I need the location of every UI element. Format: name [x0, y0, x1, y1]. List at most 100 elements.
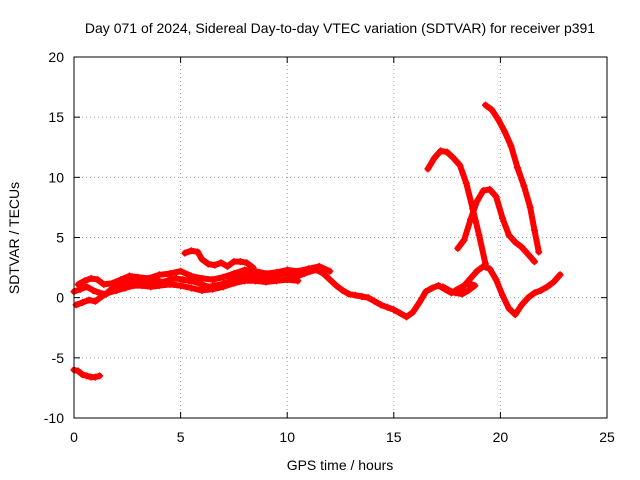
- y-tick-label: 0: [56, 290, 64, 306]
- data-point: [181, 249, 189, 257]
- data-point: [198, 255, 206, 263]
- x-tick-label: 10: [279, 429, 295, 445]
- series-loop-17h-19h: [439, 279, 479, 298]
- series-line: [482, 102, 542, 255]
- data-point: [505, 231, 513, 239]
- data-point: [467, 215, 475, 223]
- series-rise-fall-18h-21h: [454, 185, 539, 266]
- x-axis-title: GPS time / hours: [287, 457, 394, 473]
- data-point: [172, 274, 180, 282]
- data-point: [424, 165, 432, 173]
- data-point: [198, 274, 206, 282]
- data-point: [473, 197, 481, 205]
- data-point: [283, 266, 291, 274]
- x-tick-label: 0: [70, 429, 78, 445]
- y-tick-label: 20: [48, 49, 64, 65]
- series-line: [181, 247, 257, 271]
- data-point: [345, 290, 353, 298]
- data-point: [83, 283, 91, 291]
- data-point: [445, 286, 453, 294]
- data-point: [526, 203, 534, 211]
- series-arc-16h-19h: [424, 147, 489, 268]
- data-point: [187, 272, 195, 280]
- data-point: [531, 289, 539, 297]
- data-point: [511, 238, 519, 246]
- data-point: [230, 258, 238, 266]
- data-point: [74, 280, 82, 288]
- data-point: [486, 185, 494, 193]
- data-point: [262, 270, 270, 278]
- data-point: [351, 291, 359, 299]
- data-point: [96, 372, 104, 380]
- data-point: [230, 270, 238, 278]
- data-point: [243, 259, 251, 267]
- y-tick-label: 15: [48, 109, 64, 125]
- data-point: [79, 298, 87, 306]
- chart-title: Day 071 of 2024, Sidereal Day-to-day VTE…: [85, 20, 595, 36]
- data-point: [273, 277, 281, 285]
- data-point: [460, 236, 468, 244]
- x-tick-label: 5: [177, 429, 185, 445]
- data-point: [520, 182, 528, 190]
- data-point: [217, 259, 225, 267]
- data-point: [236, 258, 244, 266]
- plot-frame: [73, 56, 608, 419]
- y-tick-labels: -10 -5 0 5 10 15 20: [44, 49, 64, 426]
- data-point: [91, 373, 99, 381]
- data-point: [332, 282, 340, 290]
- data-point: [113, 286, 121, 294]
- data-point: [550, 278, 558, 286]
- data-point: [130, 282, 138, 290]
- x-tick-label: 25: [599, 429, 615, 445]
- y-axis-title: SDTVAR / TECUs: [6, 182, 22, 294]
- data-point: [511, 311, 519, 319]
- data-point: [556, 271, 564, 279]
- series-early-negative: [70, 366, 104, 381]
- data-point: [479, 187, 487, 195]
- data-point: [91, 297, 99, 305]
- data-point: [79, 371, 87, 379]
- data-point: [464, 279, 472, 287]
- data-point: [134, 273, 142, 281]
- data-point: [179, 276, 187, 284]
- y-tick-label: 5: [56, 230, 64, 246]
- series-bump-5h-8h: [181, 247, 257, 272]
- data-point: [518, 301, 526, 309]
- data-point: [177, 267, 185, 275]
- data-point: [262, 278, 270, 286]
- data-point: [74, 367, 82, 375]
- data-point: [543, 283, 551, 291]
- data-point: [499, 214, 507, 222]
- data-point: [241, 277, 249, 285]
- data-point: [117, 276, 125, 284]
- data-point: [492, 276, 500, 284]
- y-tick-label: -10: [44, 410, 64, 426]
- data-point: [283, 276, 291, 284]
- data-point: [294, 267, 302, 275]
- plot-data: [70, 101, 564, 381]
- data-point: [138, 282, 146, 290]
- data-point: [475, 231, 483, 239]
- data-point: [211, 261, 219, 269]
- data-point: [198, 286, 206, 294]
- data-point: [499, 291, 507, 299]
- data-point: [241, 266, 249, 274]
- data-point: [294, 277, 302, 285]
- data-point: [185, 277, 193, 285]
- data-point: [209, 276, 217, 284]
- data-point: [166, 280, 174, 288]
- data-point: [249, 264, 257, 272]
- axis-ticks: [73, 56, 608, 419]
- data-point: [177, 282, 185, 290]
- data-point: [458, 283, 466, 291]
- data-point: [458, 290, 466, 298]
- data-point: [87, 274, 95, 282]
- data-point: [518, 243, 526, 251]
- data-point: [371, 297, 379, 305]
- data-point: [305, 265, 313, 273]
- series-lower-spread: [72, 276, 302, 309]
- data-point: [224, 262, 232, 270]
- data-point: [422, 288, 430, 296]
- data-point: [507, 142, 515, 150]
- data-point: [198, 280, 206, 288]
